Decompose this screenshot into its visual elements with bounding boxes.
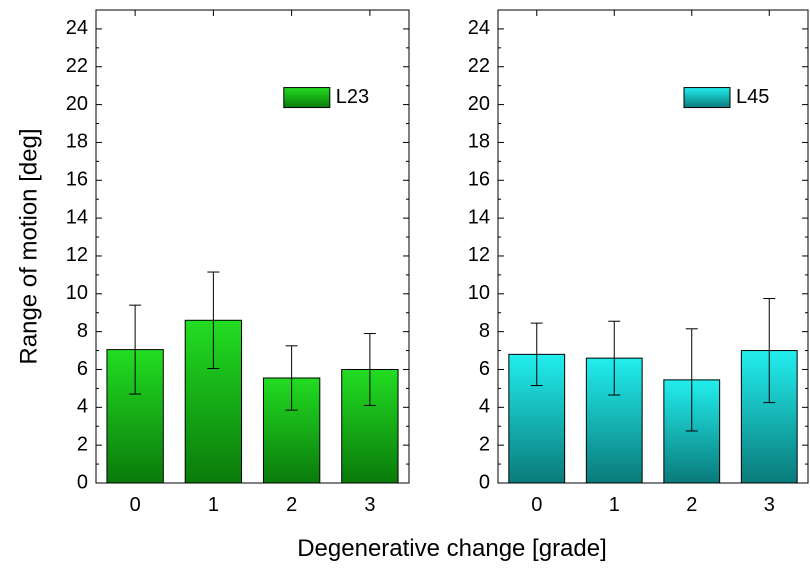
y-tick-label: 16 [468, 169, 490, 191]
x-tick-label: 1 [208, 494, 219, 516]
x-tick-label: 3 [364, 494, 375, 516]
y-tick-label: 6 [77, 358, 88, 380]
y-tick-label: 12 [66, 244, 88, 266]
y-tick-label: 22 [66, 55, 88, 77]
x-tick-label: 3 [764, 494, 775, 516]
x-tick-label: 2 [286, 494, 297, 516]
plot-frame-l45 [497, 9, 809, 484]
y-tick-label: 8 [77, 320, 88, 342]
y-tick-label: 4 [479, 396, 490, 418]
y-tick-label: 18 [468, 131, 490, 153]
x-tick-label: 0 [531, 494, 542, 516]
y-tick-label: 24 [468, 17, 490, 39]
y-axis-label: Range of motion [deg] [15, 128, 42, 364]
x-tick-label: 2 [686, 494, 697, 516]
y-tick-label: 20 [66, 93, 88, 115]
y-tick-label: 14 [468, 206, 490, 228]
plot-frame-l23 [95, 9, 410, 484]
y-tick-label: 12 [468, 244, 490, 266]
legend-swatch-l45 [683, 87, 731, 109]
x-tick-label: 0 [130, 494, 141, 516]
y-tick-label: 10 [66, 282, 88, 304]
legend-swatch-l23 [283, 87, 331, 109]
y-tick-label: 4 [77, 396, 88, 418]
y-tick-label: 18 [66, 131, 88, 153]
y-tick-label: 2 [479, 433, 490, 455]
y-tick-label: 10 [468, 282, 490, 304]
y-tick-label: 16 [66, 169, 88, 191]
y-tick-label: 0 [77, 471, 88, 493]
y-tick-label: 14 [66, 206, 88, 228]
y-tick-label: 2 [77, 433, 88, 455]
y-tick-label: 0 [479, 471, 490, 493]
y-tick-label: 8 [479, 320, 490, 342]
y-tick-label: 6 [479, 358, 490, 380]
y-tick-label: 22 [468, 55, 490, 77]
x-tick-label: 1 [609, 494, 620, 516]
legend-label-l23: L23 [336, 86, 369, 108]
y-tick-label: 20 [468, 93, 490, 115]
x-axis-label: Degenerative change [grade] [297, 535, 607, 562]
y-tick-label: 24 [66, 17, 88, 39]
legend-label-l45: L45 [736, 86, 769, 108]
